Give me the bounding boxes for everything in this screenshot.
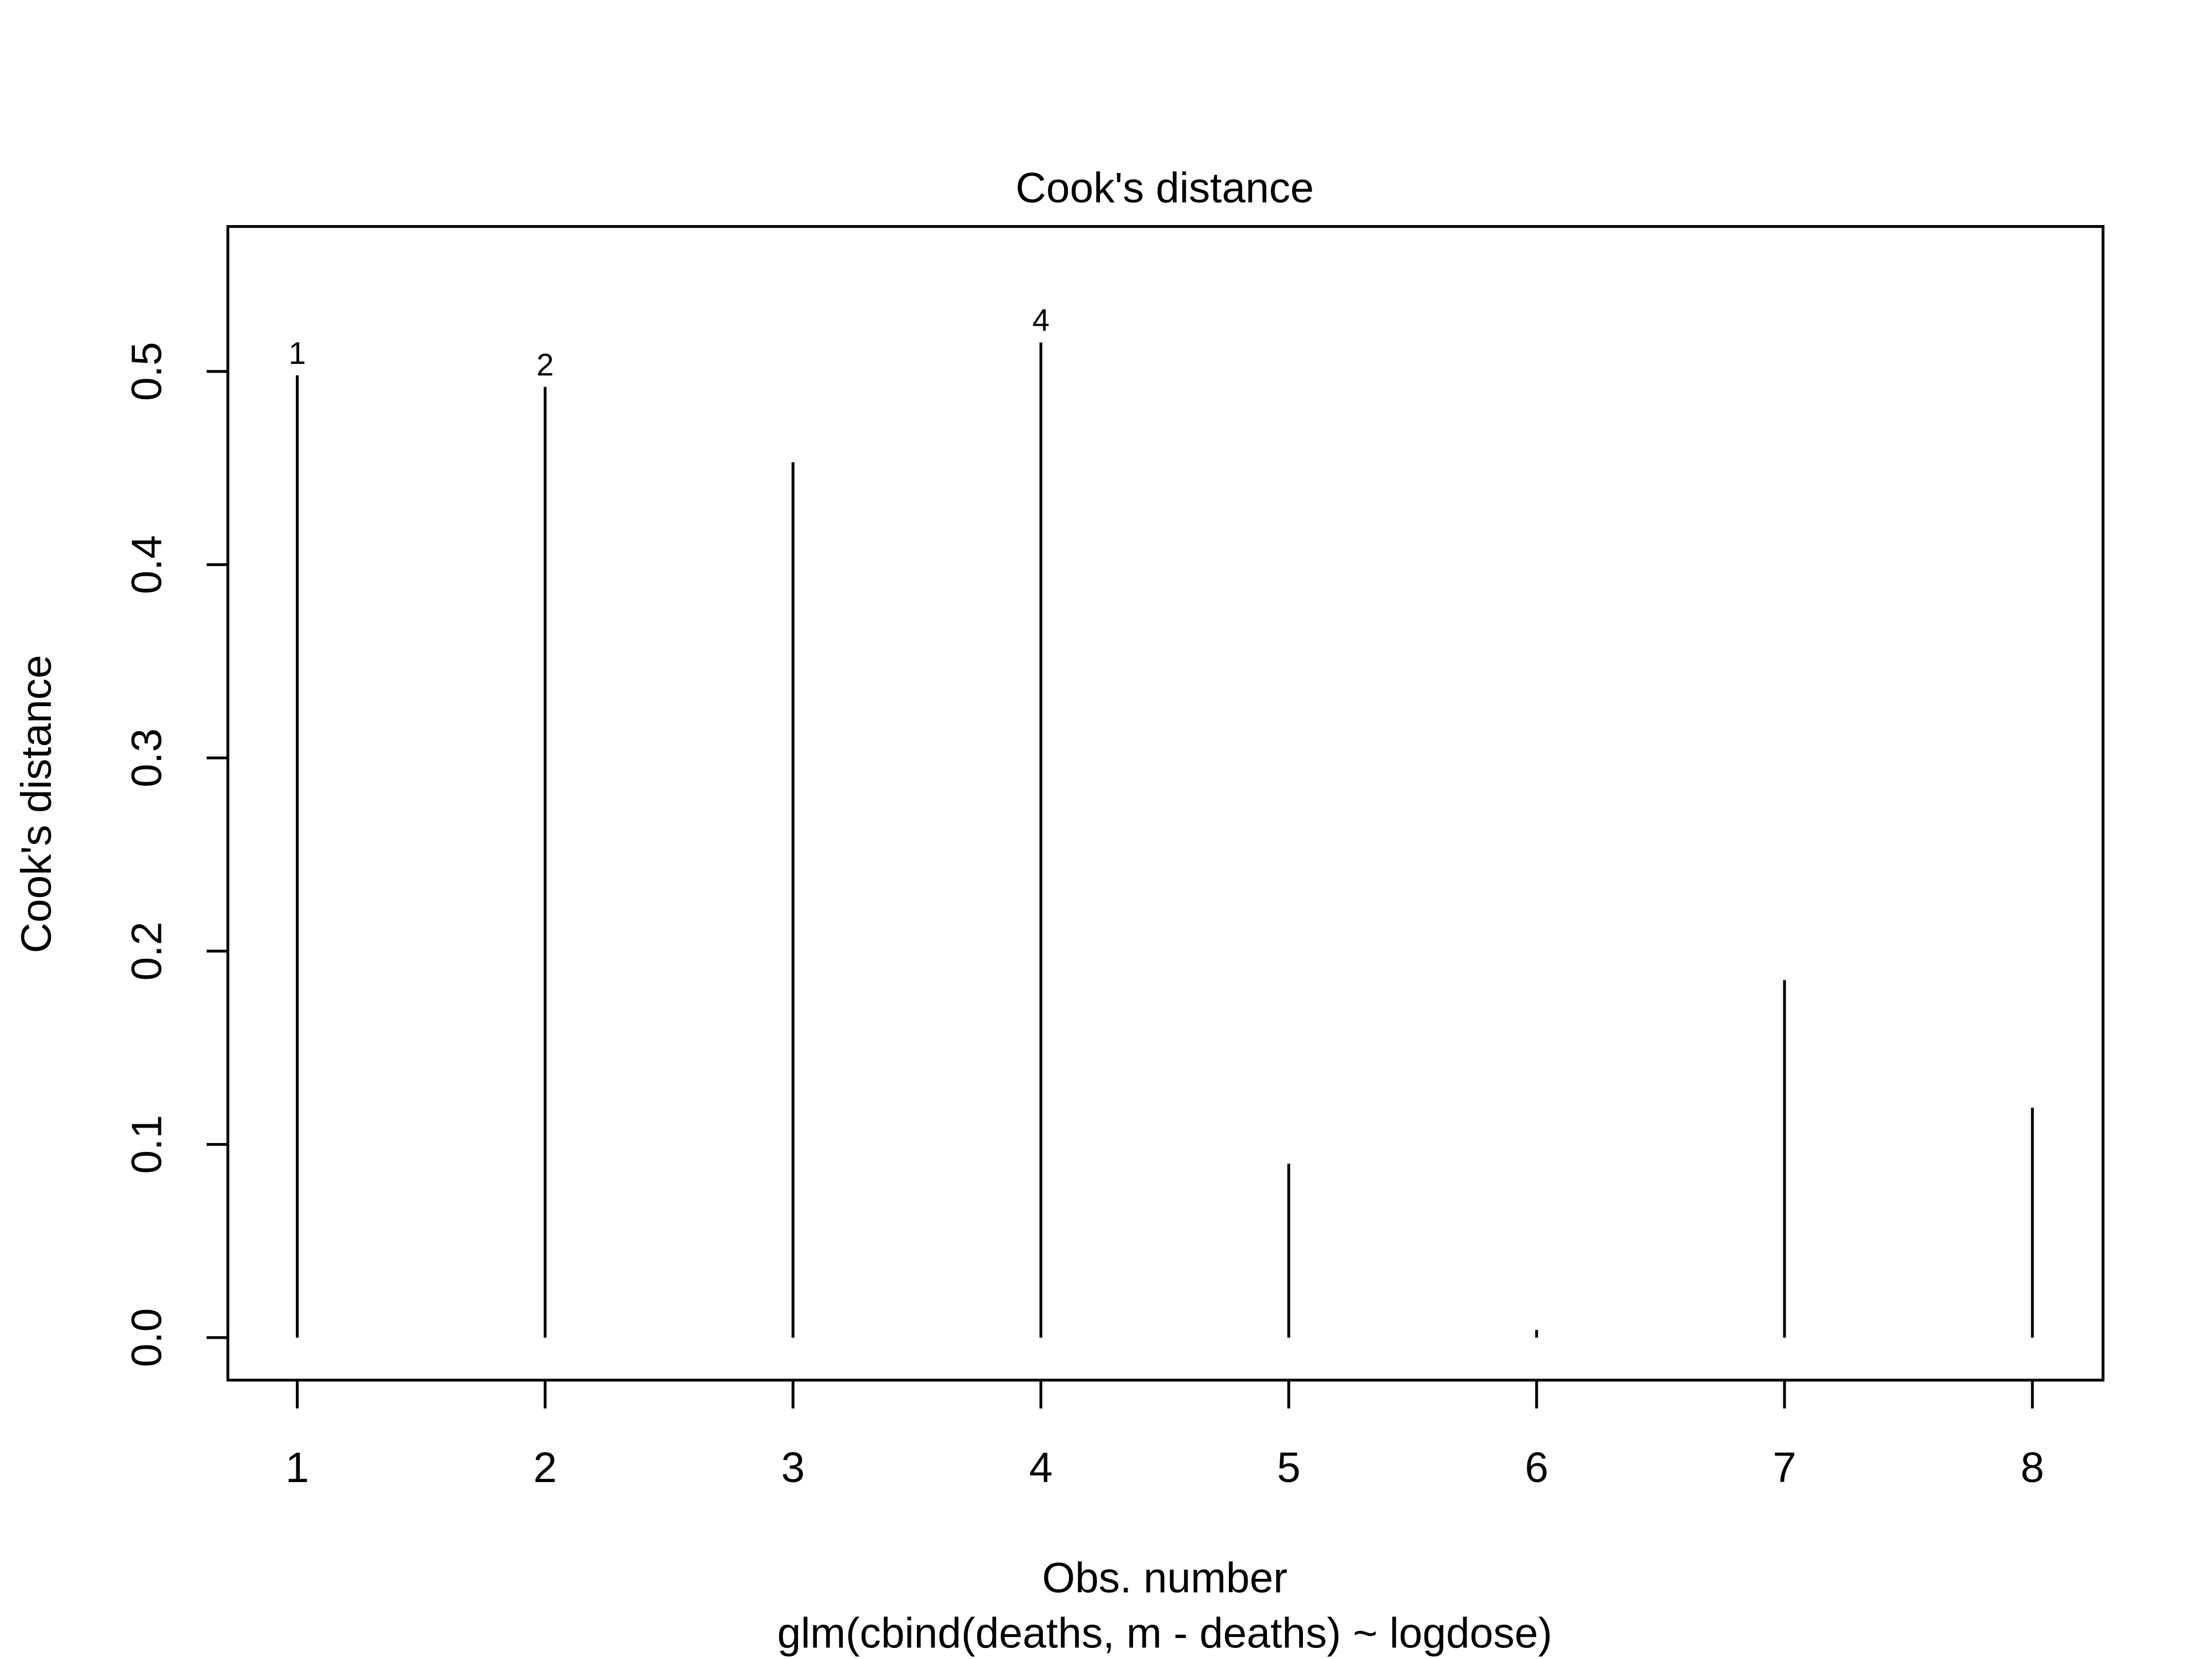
subtitle: glm(cbind(deaths, m - deaths) ~ logdose) [777,1610,1552,1657]
y-tick-label: 0.3 [123,728,171,787]
x-tick-label: 3 [781,1444,805,1491]
x-tick-label: 7 [1773,1444,1797,1491]
plot-frame [226,225,2105,1382]
x-tick-label: 6 [1525,1444,1548,1491]
point-label: 2 [536,347,554,382]
point-label: 1 [289,336,306,371]
y-tick-label: 0.4 [123,535,171,594]
x-tick-label: 8 [2021,1444,2044,1491]
chart-title: Cook's distance [1015,164,1313,212]
y-tick-label: 0.1 [123,1115,171,1174]
x-tick-label: 1 [285,1444,309,1491]
x-tick-label: 4 [1029,1444,1053,1491]
x-axis-label: Obs. number [1042,1554,1287,1602]
x-tick-label: 5 [1277,1444,1301,1491]
y-axis-label: Cook's distance [13,655,60,953]
y-tick-label: 0.5 [123,342,171,401]
x-tick-label: 2 [533,1444,557,1491]
point-label: 4 [1032,303,1050,338]
y-tick-label: 0.0 [123,1308,171,1367]
y-tick-label: 0.2 [123,922,171,981]
